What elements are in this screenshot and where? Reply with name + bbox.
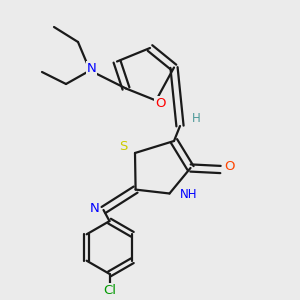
Text: H: H bbox=[192, 112, 201, 125]
Text: Cl: Cl bbox=[103, 284, 116, 297]
Text: N: N bbox=[87, 62, 96, 76]
Text: O: O bbox=[224, 160, 235, 173]
Text: S: S bbox=[119, 140, 127, 154]
Text: NH: NH bbox=[180, 188, 198, 202]
Text: O: O bbox=[155, 97, 166, 110]
Text: N: N bbox=[90, 202, 99, 215]
